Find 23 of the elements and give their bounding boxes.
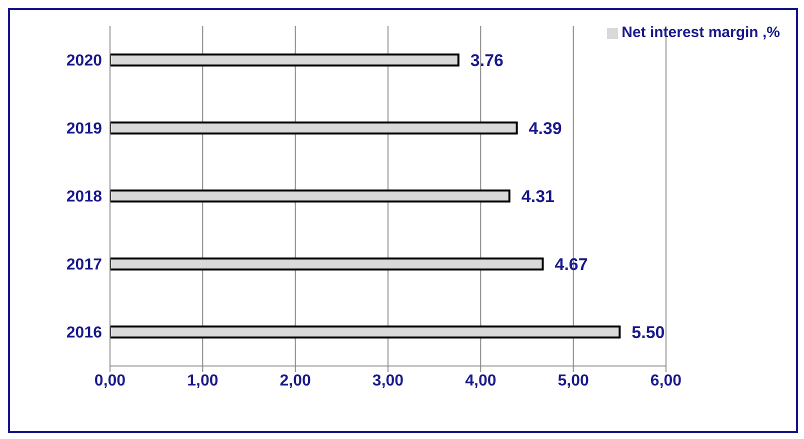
y-tick-label: 2019 bbox=[66, 120, 102, 138]
x-tick-label: 6,00 bbox=[650, 372, 682, 390]
x-tick-label: 3,00 bbox=[372, 372, 404, 390]
bar bbox=[110, 258, 544, 270]
x-tick-label: 0,00 bbox=[94, 372, 126, 390]
bar bbox=[110, 190, 510, 202]
data-label: 3.76 bbox=[470, 51, 504, 70]
y-tick-label: 2016 bbox=[66, 324, 102, 342]
x-tick-label: 2,00 bbox=[280, 372, 312, 390]
x-tick-label: 4,00 bbox=[465, 372, 496, 390]
bar bbox=[110, 54, 460, 66]
y-tick-label: 2020 bbox=[66, 52, 102, 70]
data-label: 4.39 bbox=[528, 119, 562, 138]
bar bbox=[110, 122, 518, 134]
x-tick-label: 1,00 bbox=[187, 372, 218, 390]
data-label: 5.50 bbox=[632, 323, 665, 342]
y-tick-label: 2017 bbox=[66, 256, 102, 274]
legend-label: Net interest margin ,% bbox=[622, 24, 780, 41]
x-tick-label: 5,00 bbox=[558, 372, 590, 390]
y-tick-label: 2018 bbox=[66, 188, 102, 206]
bar bbox=[110, 326, 621, 338]
data-label: 4.31 bbox=[521, 187, 554, 206]
data-label: 4.67 bbox=[554, 255, 588, 274]
